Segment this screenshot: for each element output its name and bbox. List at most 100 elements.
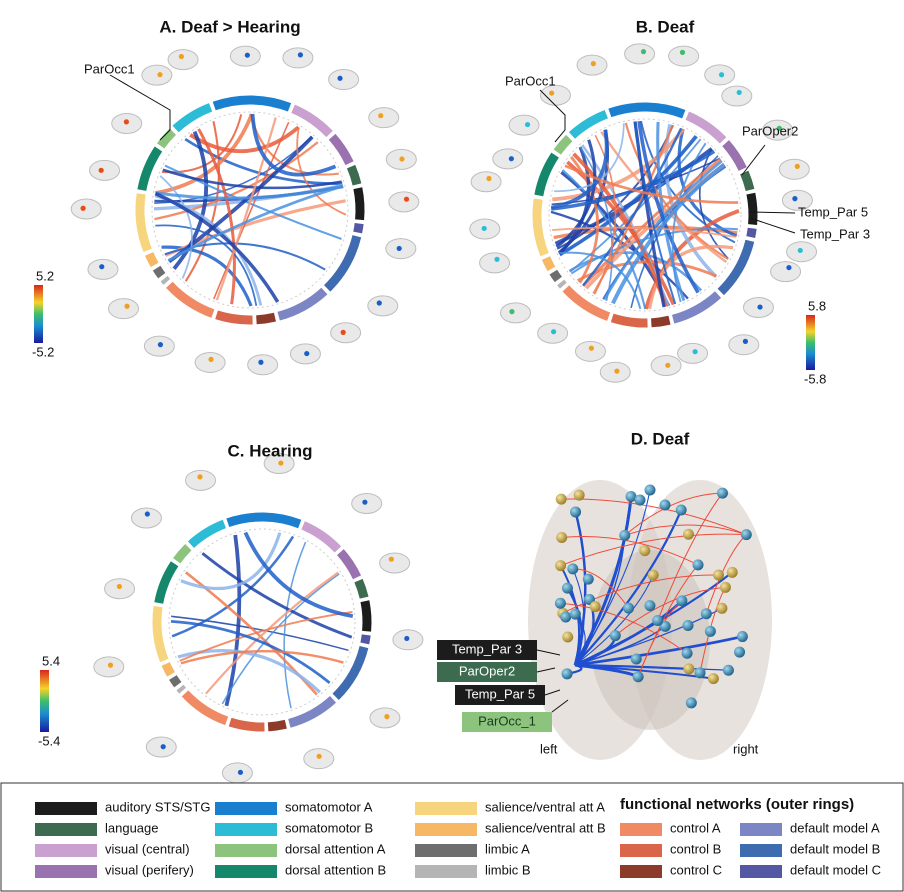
legend-swatch (415, 802, 477, 815)
brain-dot (680, 50, 685, 55)
legend-label: dorsal attention B (285, 862, 386, 877)
connection (171, 616, 348, 650)
ring-segment (191, 524, 224, 545)
brain-dot (197, 474, 202, 479)
ring-segment (303, 525, 338, 549)
brain-dot (362, 500, 367, 505)
node (682, 648, 693, 659)
node (645, 485, 656, 496)
ring-segment (217, 315, 253, 320)
node (716, 603, 727, 614)
node (683, 620, 694, 631)
panel-title: B. Deaf (636, 17, 695, 36)
ring-segment (279, 291, 325, 316)
node (583, 574, 594, 585)
legend-label: salience/ventral att B (485, 820, 606, 835)
brain-dot (245, 53, 250, 58)
brain-thumbnail (480, 253, 510, 273)
ring-segment (610, 107, 684, 114)
ring-segment (751, 194, 753, 225)
ring-segment (358, 188, 360, 220)
brain-dot (404, 636, 409, 641)
legend-swatch (415, 865, 477, 878)
brain-dot (591, 61, 596, 66)
node (562, 668, 573, 679)
node (556, 494, 567, 505)
legend-label: auditory STS/STG (105, 799, 210, 814)
brain-dot (161, 744, 166, 749)
node (741, 529, 752, 540)
node (693, 559, 704, 570)
brain-thumbnail (131, 508, 161, 528)
ring-segment (726, 143, 743, 169)
inner-circle (152, 112, 348, 308)
node (683, 529, 694, 540)
region-label: ParOcc_1 (478, 713, 536, 728)
brain-dot (80, 206, 85, 211)
node (610, 630, 621, 641)
brain-dot (525, 122, 530, 127)
brain-thumbnail (471, 172, 501, 192)
brain-thumbnail (88, 259, 118, 279)
region-label: Temp_Par 5 (798, 204, 868, 219)
node (713, 570, 724, 581)
brain-dot (486, 176, 491, 181)
node (574, 490, 585, 501)
legend-swatch (415, 844, 477, 857)
legend-label: control B (670, 841, 721, 856)
brain-dot (124, 304, 129, 309)
brain-dot (692, 349, 697, 354)
brain-dot (258, 360, 263, 365)
node (676, 505, 687, 516)
brain-dot (378, 113, 383, 118)
brain-dot (509, 156, 514, 161)
brain-dot (397, 246, 402, 251)
ring-segment (744, 172, 750, 189)
node (631, 654, 642, 665)
node (560, 612, 571, 623)
brain-thumbnail (729, 335, 759, 355)
ring-segment (566, 288, 609, 316)
colorbar (806, 315, 815, 370)
brain-dot (157, 72, 162, 77)
brain-dot (665, 363, 670, 368)
legend-swatch (620, 865, 662, 878)
legend-label: language (105, 820, 159, 835)
ring-segment (365, 635, 366, 644)
figure: 5.2-5.25.8-5.85.4-5.4 A. Deaf > Hearing … (0, 0, 904, 892)
ring-segment (164, 279, 167, 282)
brain-thumbnail (678, 343, 708, 363)
legend-label: default model A (790, 820, 880, 835)
legend-label: somatomotor B (285, 820, 373, 835)
legend-swatch (740, 844, 782, 857)
node (708, 673, 719, 684)
ring-segment (177, 547, 189, 561)
ring-segment (687, 116, 723, 141)
panel-title: D. Deaf (631, 429, 690, 448)
node (633, 671, 644, 682)
brain-dot (99, 264, 104, 269)
legend-label: visual (central) (105, 841, 190, 856)
brain-dot (549, 90, 554, 95)
brain-thumbnail (283, 48, 313, 68)
node (567, 563, 578, 574)
brain-dot (509, 309, 514, 314)
node (727, 567, 738, 578)
brain-dot (482, 226, 487, 231)
node (683, 663, 694, 674)
brain-dot (494, 257, 499, 262)
node (562, 631, 573, 642)
node (619, 530, 630, 541)
brain-dot (145, 511, 150, 516)
connection (178, 651, 320, 693)
node (623, 603, 634, 614)
brain-dot (304, 351, 309, 356)
region-label: ParOcc1 (505, 73, 556, 88)
colorbar-label: 5.4 (42, 653, 60, 668)
brain-thumbnail (368, 296, 398, 316)
ring-segment (185, 693, 227, 720)
colorbar-label: 5.2 (36, 268, 54, 283)
legend-swatch (215, 865, 277, 878)
brain-dot (238, 770, 243, 775)
brain-dot (399, 156, 404, 161)
